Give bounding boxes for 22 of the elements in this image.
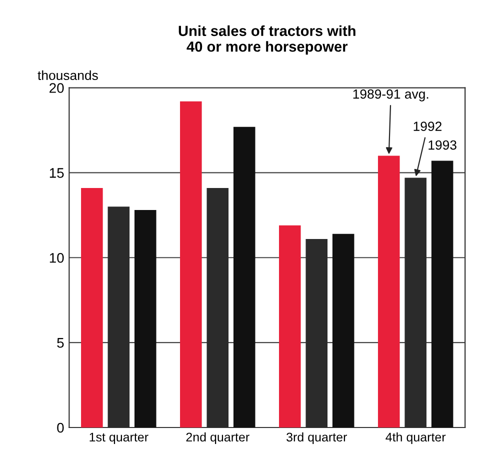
chart-title: Unit sales of tractors with 40 or more horsepower (178, 25, 356, 55)
bar (332, 234, 354, 428)
text: 1989-91 avg. (353, 89, 428, 102)
bar (180, 101, 202, 428)
bar (431, 160, 454, 428)
y-tick-label: 20 (50, 83, 64, 93)
bar (134, 210, 156, 428)
y-tick-label: 10 (50, 252, 64, 263)
series-label: 1993 (428, 140, 456, 150)
y-tick-label: 0 (57, 422, 64, 433)
y-tick-label: 15 (50, 168, 64, 178)
text: 1992 (414, 122, 442, 132)
bar (278, 225, 301, 428)
x-tick-label: 4th quarter (386, 432, 446, 444)
bar (233, 126, 256, 428)
x-tick-label: 3rd quarter (286, 432, 347, 444)
y-tick-label: 5 (57, 338, 64, 348)
y-axis-title: thousands (38, 70, 98, 80)
x-tick-label: 2nd quarter (186, 432, 250, 444)
bar (81, 188, 103, 428)
x-tick-label: 1st quarter (90, 432, 148, 444)
bar (378, 156, 400, 428)
